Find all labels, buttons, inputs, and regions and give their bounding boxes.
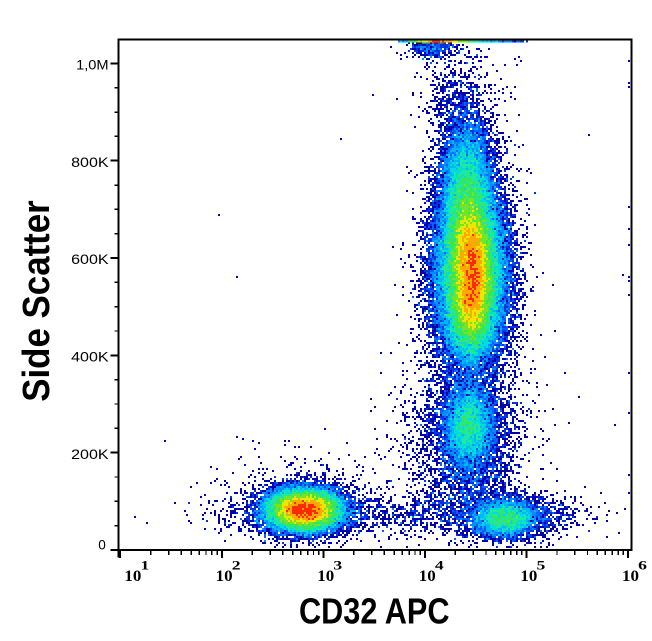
- svg-text:10: 10: [520, 568, 537, 585]
- svg-text:800K: 800K: [71, 155, 109, 170]
- svg-text:400K: 400K: [71, 350, 109, 365]
- svg-text:Side Scatter: Side Scatter: [16, 200, 58, 402]
- svg-text:CD32 APC: CD32 APC: [299, 591, 450, 632]
- svg-text:600K: 600K: [71, 252, 109, 267]
- svg-text:10: 10: [622, 568, 639, 585]
- svg-text:3: 3: [333, 557, 342, 572]
- svg-text:200K: 200K: [71, 447, 109, 462]
- svg-text:1: 1: [141, 557, 150, 572]
- svg-text:4: 4: [435, 557, 444, 572]
- svg-text:6: 6: [638, 557, 647, 572]
- svg-text:10: 10: [124, 568, 141, 585]
- svg-text:10: 10: [216, 568, 233, 585]
- svg-text:0: 0: [98, 537, 106, 552]
- svg-text:2: 2: [232, 557, 241, 572]
- svg-text:10: 10: [317, 568, 334, 585]
- svg-text:1,0M: 1,0M: [76, 58, 109, 73]
- svg-text:5: 5: [537, 557, 546, 572]
- svg-text:10: 10: [419, 568, 436, 585]
